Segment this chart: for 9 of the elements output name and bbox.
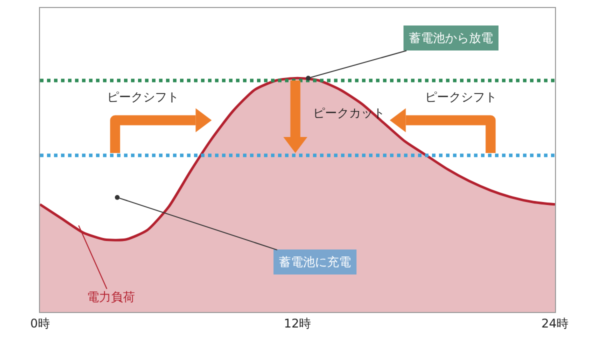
annotation: 蓄電池に充電 (279, 255, 351, 269)
annotation: 蓄電池から放電 (409, 31, 493, 45)
x-tick-label: 24時 (541, 316, 569, 330)
annotation: ピークシフト (425, 90, 497, 104)
series-label: 電力負荷 (87, 290, 135, 304)
x-tick-label: 12時 (284, 316, 312, 330)
annotation: ピークカット (313, 106, 385, 120)
x-tick-label: 0時 (30, 316, 50, 330)
annotation: ピークシフト (107, 90, 179, 104)
